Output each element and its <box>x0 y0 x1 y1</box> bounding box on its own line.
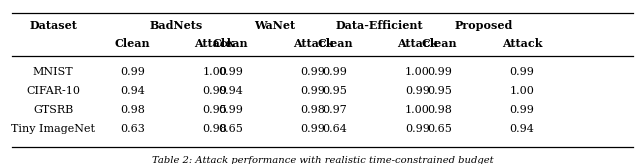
Text: Data-Efficient: Data-Efficient <box>335 20 423 31</box>
Text: WaNet: WaNet <box>254 20 296 31</box>
Text: Attack: Attack <box>292 38 333 49</box>
Text: Clean: Clean <box>212 38 248 49</box>
Text: 0.95: 0.95 <box>323 86 348 96</box>
Text: 0.94: 0.94 <box>218 86 243 96</box>
Text: Table 2: Attack performance with realistic time-constrained budget: Table 2: Attack performance with realist… <box>152 156 493 164</box>
Text: 0.65: 0.65 <box>218 124 243 134</box>
Text: 0.99: 0.99 <box>218 105 243 115</box>
Text: Dataset: Dataset <box>29 20 77 31</box>
Text: Clean: Clean <box>115 38 150 49</box>
Text: MNIST: MNIST <box>33 67 74 77</box>
Text: 1.00: 1.00 <box>405 105 430 115</box>
Text: 1.00: 1.00 <box>405 67 430 77</box>
Text: 0.97: 0.97 <box>323 105 348 115</box>
Text: 0.64: 0.64 <box>323 124 348 134</box>
Text: 0.99: 0.99 <box>120 67 145 77</box>
Text: 0.65: 0.65 <box>428 124 452 134</box>
Text: 0.99: 0.99 <box>405 86 430 96</box>
Text: Tiny ImageNet: Tiny ImageNet <box>11 124 95 134</box>
Text: 0.95: 0.95 <box>428 86 452 96</box>
Text: 1.00: 1.00 <box>202 67 227 77</box>
Text: 0.99: 0.99 <box>405 124 430 134</box>
Text: 0.94: 0.94 <box>509 124 534 134</box>
Text: 0.99: 0.99 <box>323 67 348 77</box>
Text: BadNets: BadNets <box>150 20 204 31</box>
Text: Proposed: Proposed <box>455 20 513 31</box>
Text: 1.00: 1.00 <box>509 86 534 96</box>
Text: Attack: Attack <box>195 38 235 49</box>
Text: 0.98: 0.98 <box>202 124 227 134</box>
Text: 0.99: 0.99 <box>202 86 227 96</box>
Text: Clean: Clean <box>422 38 458 49</box>
Text: 0.98: 0.98 <box>300 105 325 115</box>
Text: Clean: Clean <box>317 38 353 49</box>
Text: Attack: Attack <box>502 38 542 49</box>
Text: GTSRB: GTSRB <box>33 105 73 115</box>
Text: 0.99: 0.99 <box>218 67 243 77</box>
Text: 0.99: 0.99 <box>428 67 452 77</box>
Text: 0.99: 0.99 <box>300 124 325 134</box>
Text: 0.63: 0.63 <box>120 124 145 134</box>
Text: 0.94: 0.94 <box>120 86 145 96</box>
Text: 0.99: 0.99 <box>509 105 534 115</box>
Text: 0.98: 0.98 <box>120 105 145 115</box>
Text: 0.98: 0.98 <box>428 105 452 115</box>
Text: 0.99: 0.99 <box>300 67 325 77</box>
Text: 0.99: 0.99 <box>300 86 325 96</box>
Text: 0.99: 0.99 <box>509 67 534 77</box>
Text: 0.95: 0.95 <box>202 105 227 115</box>
Text: CIFAR-10: CIFAR-10 <box>26 86 80 96</box>
Text: Attack: Attack <box>397 38 438 49</box>
